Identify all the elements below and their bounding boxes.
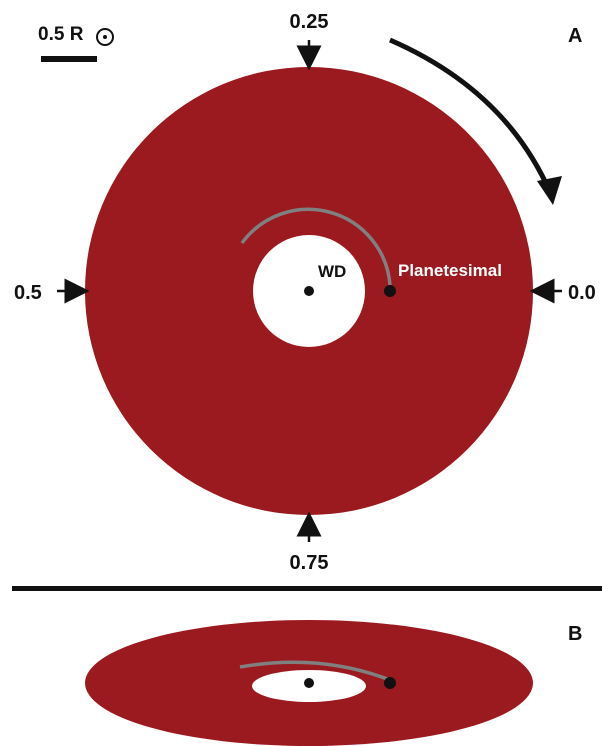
phase-label-left: 0.5	[14, 282, 42, 304]
white-dwarf-dot-edge-on	[304, 678, 314, 688]
planetesimal-dot	[384, 285, 396, 297]
white-dwarf-dot	[304, 286, 314, 296]
wd-label: WD	[318, 262, 346, 281]
phase-label-right: 0.0	[568, 282, 596, 304]
planetesimal-orbit-arc-edge-on	[239, 660, 391, 682]
panel-b: B	[85, 620, 582, 746]
panel-a-label: A	[568, 25, 582, 47]
sun-symbol-icon	[96, 28, 114, 46]
scale-bar-value: 0.5 R	[38, 24, 84, 45]
planetesimal-dot-edge-on	[384, 677, 396, 689]
scale-bar	[41, 56, 97, 62]
planetesimal-label: Planetesimal	[398, 261, 502, 280]
phase-label-bottom: 0.75	[290, 552, 329, 574]
scale-bar-label: 0.5 R	[38, 24, 84, 45]
rotation-arrowhead-icon	[537, 176, 562, 205]
panel-a: WD Planetesimal 0.5 R A 0.25 0.5 0.0 0.7…	[14, 11, 596, 574]
planetesimal-orbit-arc	[240, 207, 392, 286]
phase-label-top: 0.25	[290, 11, 329, 33]
panel-separator	[12, 586, 602, 591]
panel-b-label: B	[568, 623, 582, 645]
rotation-direction-arrow	[389, 37, 553, 194]
